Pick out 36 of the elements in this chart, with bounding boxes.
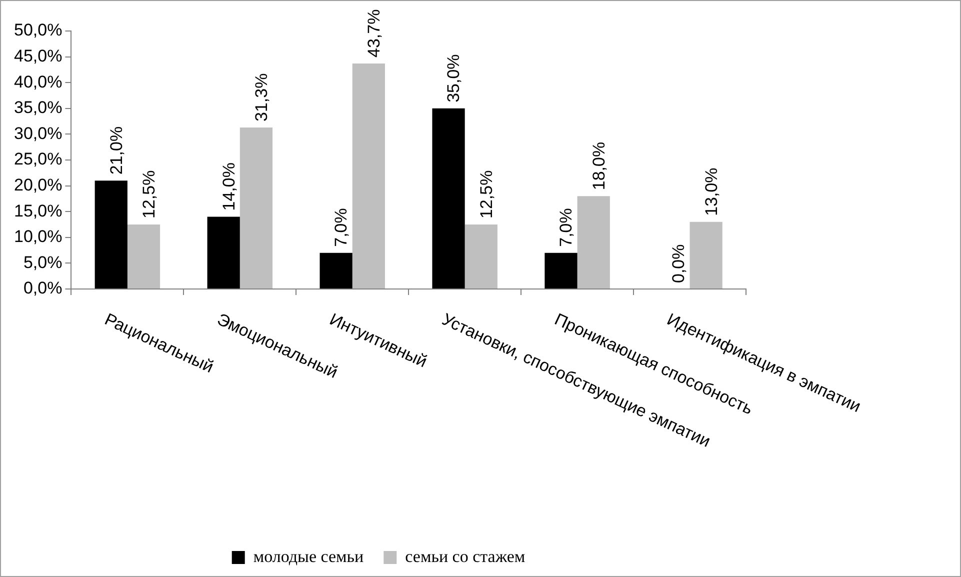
- data-label: 18,0%: [589, 142, 608, 190]
- data-label: 7,0%: [332, 208, 351, 247]
- bar: [127, 224, 160, 288]
- y-tick-label: 25,0%: [14, 150, 62, 169]
- data-label: 35,0%: [444, 54, 464, 102]
- bar: [690, 222, 722, 288]
- y-tick-label: 0,0%: [23, 278, 62, 298]
- bar: [544, 252, 578, 288]
- y-tick-label: 20,0%: [14, 175, 62, 194]
- data-label: 21,0%: [106, 126, 126, 175]
- data-label: 0,0%: [669, 244, 688, 283]
- bar: [94, 180, 128, 288]
- data-label: 12,5%: [476, 170, 496, 218]
- y-tick-label: 30,0%: [14, 124, 62, 143]
- bar: [464, 224, 498, 288]
- legend-label: молодые семьи: [253, 546, 364, 566]
- y-tick-label: 40,0%: [14, 72, 62, 92]
- data-label: 12,5%: [139, 170, 158, 218]
- bar: [240, 127, 273, 288]
- bar: [352, 64, 385, 288]
- y-tick-label: 45,0%: [14, 46, 62, 66]
- data-label: 31,3%: [252, 73, 271, 122]
- y-tick-label: 10,0%: [14, 227, 62, 246]
- data-label: 43,7%: [364, 9, 384, 58]
- data-label: 7,0%: [556, 208, 576, 247]
- y-tick-label: 50,0%: [14, 20, 62, 40]
- bar: [577, 196, 610, 288]
- bar: [320, 252, 352, 288]
- y-tick-label: 15,0%: [14, 201, 62, 220]
- y-tick-label: 35,0%: [14, 98, 62, 118]
- bar: [432, 108, 465, 288]
- legend-label: семьи со стажем: [405, 546, 526, 566]
- bar: [207, 216, 240, 288]
- data-label: 14,0%: [219, 162, 238, 211]
- data-label: 13,0%: [702, 168, 721, 216]
- y-tick-label: 5,0%: [23, 252, 62, 272]
